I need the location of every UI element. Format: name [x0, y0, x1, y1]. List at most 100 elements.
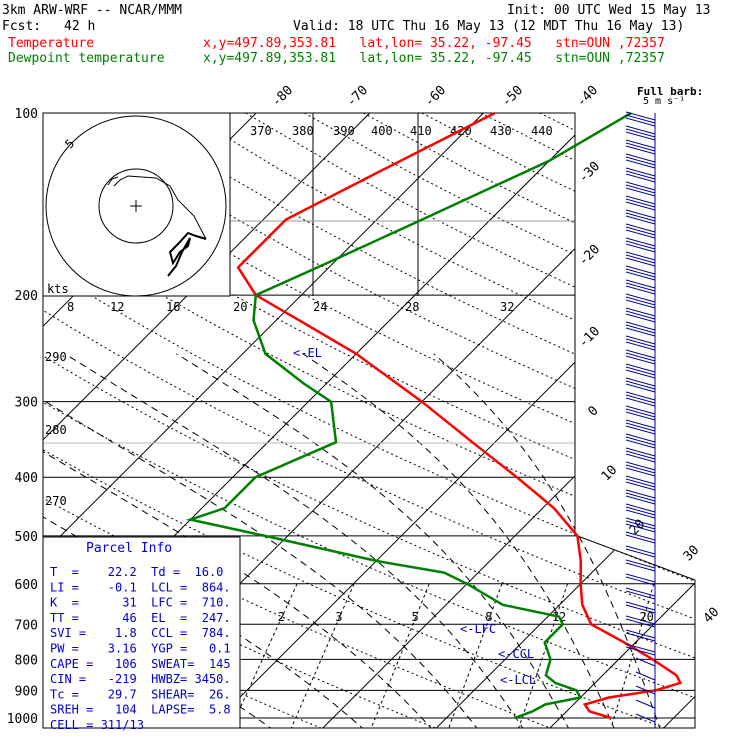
pressure-label: 200: [15, 289, 38, 304]
wind-barb: [625, 321, 656, 331]
isotherm-line: [660, 113, 695, 728]
dry-adiabat: [43, 113, 695, 728]
dewpoint-location-info: x,y=497.89,353.81 lat,lon= 35.22, -97.45…: [203, 51, 665, 66]
wind-barb: [625, 531, 656, 541]
isotherm-line: [43, 113, 371, 728]
dry-adiabat: [716, 113, 740, 731]
wind-barb: [625, 226, 656, 236]
wind-barb: [625, 411, 656, 421]
pressure-label: 900: [15, 684, 38, 699]
wind-barb: [625, 215, 656, 225]
wind-barb: [625, 517, 656, 527]
wind-barb: [625, 489, 656, 499]
wind-barb: [625, 422, 656, 432]
wind-barb: [625, 324, 656, 334]
wind-barb: [625, 618, 656, 628]
theta-label: 430: [490, 124, 512, 138]
wind-barb: [625, 257, 656, 267]
dry-adiabat: [245, 113, 695, 728]
dry-adiabat: [43, 113, 695, 728]
pressure-label: 600: [15, 578, 38, 593]
parcel-info-row: SREH = 104 LAPSE= 5.8: [50, 703, 231, 717]
mixing-ratio-lines: [229, 583, 655, 728]
moist-adiabat: [43, 353, 480, 728]
forecast-hours: 42 h: [64, 19, 96, 34]
wind-barb: [625, 114, 656, 124]
parcel-info-title: Parcel Info: [86, 541, 172, 556]
wind-barb: [625, 285, 656, 295]
wind-barb: [625, 545, 656, 555]
wind-barb: [625, 450, 656, 460]
wind-barb: [625, 170, 656, 180]
wind-barb: [625, 159, 656, 169]
wind-barb: [625, 240, 656, 250]
isotherm-label: 10: [599, 463, 621, 485]
wind-barb: [625, 279, 656, 289]
wind-barb: [625, 377, 656, 387]
isotherm-label: -30: [576, 159, 603, 186]
wind-barb: [625, 481, 656, 491]
wind-barb: [625, 573, 656, 583]
wind-barb: [625, 338, 656, 348]
wind-barb: [625, 310, 656, 320]
wind-barb: [625, 380, 656, 390]
isotherm-label: 40: [701, 605, 723, 627]
parcel-info-row: K = 31 LFC = 710.: [50, 596, 231, 610]
wind-barb: [625, 548, 656, 558]
theta-label: 440: [531, 124, 553, 138]
wind-barb: [625, 156, 656, 166]
wind-barb: [625, 195, 656, 205]
dry-adiabat: [43, 113, 695, 728]
wind-barb: [625, 559, 656, 569]
wind-barb: [625, 492, 656, 502]
mixing-ratio-label: 5: [412, 610, 419, 624]
wind-barb: [625, 394, 656, 404]
wind-barb: [625, 251, 656, 261]
pressure-label: 500: [15, 530, 38, 545]
moist-adiabat: [43, 353, 434, 728]
theta-side-label: 280: [45, 423, 67, 437]
hodograph-speed-tick: 32: [500, 300, 514, 314]
parcel-info-row: TT = 46 EL = 247.: [50, 611, 231, 625]
isotherm-label: 0: [585, 403, 601, 419]
dewpoint-profile: [185, 111, 632, 720]
parcel-info-panel: Parcel Info T = 22.2 Td = 16.0LI = -0.1 …: [42, 536, 241, 732]
hodograph-inner-ring: [98, 168, 174, 244]
wind-barb: [625, 145, 656, 155]
moist-adiabat: [433, 353, 662, 728]
parcel-info-box: [42, 536, 241, 729]
hodograph-speed-tick: 8: [67, 300, 74, 314]
hodograph-speed-tick: 24: [313, 300, 327, 314]
dry-adiabat: [43, 113, 674, 728]
wind-barb: [625, 327, 656, 337]
wind-barb: [625, 503, 656, 513]
wind-barb: [625, 223, 656, 233]
wind-barb: [625, 184, 656, 194]
wind-barb: [625, 615, 656, 625]
isotherm-line: [546, 113, 695, 728]
wind-barb: [625, 341, 656, 351]
wind-barb: [625, 181, 656, 191]
isotherm-label: -10: [576, 324, 603, 351]
hodograph-trace-upper: [113, 175, 207, 240]
wind-barb: [625, 436, 656, 446]
pressure-label: 100: [15, 107, 38, 122]
hodograph-speed-tick: 12: [110, 300, 124, 314]
hodograph-trace-lower: [167, 231, 207, 277]
mixing-ratio-label: 8: [485, 610, 492, 624]
wind-barb: [625, 643, 656, 653]
temperature-legend: Temperature: [8, 36, 95, 51]
wind-barb: [625, 523, 656, 533]
mixing-ratio-line: [517, 583, 569, 728]
wind-barb: [625, 447, 656, 457]
wind-barb: [625, 475, 656, 485]
wind-barb: [625, 352, 656, 362]
theta-label: 390: [333, 124, 355, 138]
mixing-ratio-label: 2: [278, 610, 285, 624]
valid-time: Valid: 18 UTC Thu 16 May 13 (12 MDT Thu …: [293, 19, 685, 34]
wind-barb: [625, 363, 656, 373]
mixing-ratio-line: [229, 583, 298, 728]
moist-adiabat: [64, 353, 525, 728]
theta-label: 410: [410, 124, 432, 138]
